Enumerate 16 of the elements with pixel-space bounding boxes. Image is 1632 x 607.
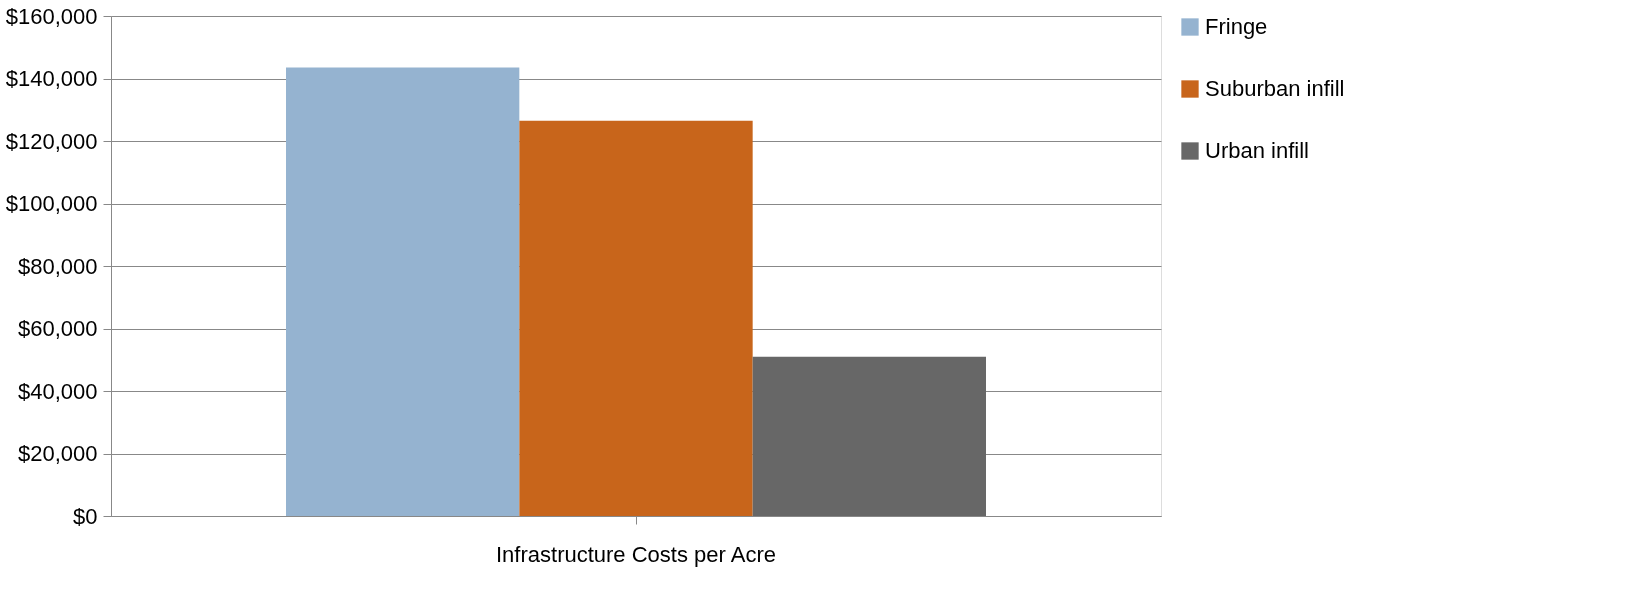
y-tick-label: $60,000 — [17, 316, 98, 341]
y-tick-label: $80,000 — [17, 253, 98, 279]
y-tick-label: $40,000 — [17, 378, 98, 404]
bar — [286, 67, 520, 516]
bar — [752, 356, 986, 516]
y-tick-label: $0 — [73, 503, 98, 529]
y-tick-label: $20,000 — [17, 441, 98, 466]
bar — [519, 120, 753, 516]
legend-label: Urban infill — [1205, 138, 1309, 163]
legend-label: Fringe — [1205, 14, 1268, 39]
x-tick-label: Infrastructure Costs per Acre — [496, 541, 776, 567]
y-tick-label: $100,000 — [5, 191, 98, 216]
legend-label: Suburban infill — [1205, 76, 1345, 101]
y-tick-label: $120,000 — [5, 128, 98, 154]
y-tick-label: $140,000 — [5, 66, 98, 91]
y-tick-label: $160,000 — [5, 3, 98, 29]
